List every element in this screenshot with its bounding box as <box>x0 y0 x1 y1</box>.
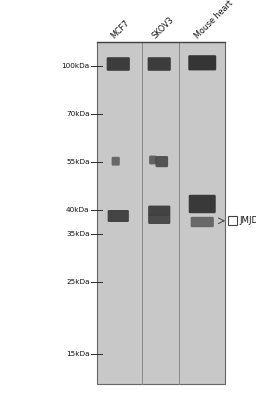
Text: 55kDa: 55kDa <box>66 159 90 165</box>
FancyBboxPatch shape <box>189 195 216 213</box>
Bar <box>228 216 237 225</box>
FancyBboxPatch shape <box>112 157 120 166</box>
FancyBboxPatch shape <box>108 210 129 222</box>
Text: SKOV3: SKOV3 <box>150 15 176 40</box>
Text: 35kDa: 35kDa <box>66 231 90 237</box>
Text: Mouse heart: Mouse heart <box>193 0 235 40</box>
Text: MCF7: MCF7 <box>109 18 131 40</box>
Text: 15kDa: 15kDa <box>66 351 90 357</box>
FancyBboxPatch shape <box>191 217 214 227</box>
Text: 40kDa: 40kDa <box>66 207 90 213</box>
FancyBboxPatch shape <box>149 156 157 164</box>
Text: 70kDa: 70kDa <box>66 111 90 117</box>
FancyBboxPatch shape <box>188 55 216 70</box>
FancyBboxPatch shape <box>107 57 130 71</box>
Text: 25kDa: 25kDa <box>66 279 90 285</box>
FancyBboxPatch shape <box>155 156 168 167</box>
FancyBboxPatch shape <box>148 206 170 216</box>
Text: JMJD7: JMJD7 <box>239 216 256 225</box>
FancyBboxPatch shape <box>148 57 171 71</box>
Bar <box>97 42 225 384</box>
Text: 100kDa: 100kDa <box>61 63 90 69</box>
FancyBboxPatch shape <box>148 214 170 224</box>
